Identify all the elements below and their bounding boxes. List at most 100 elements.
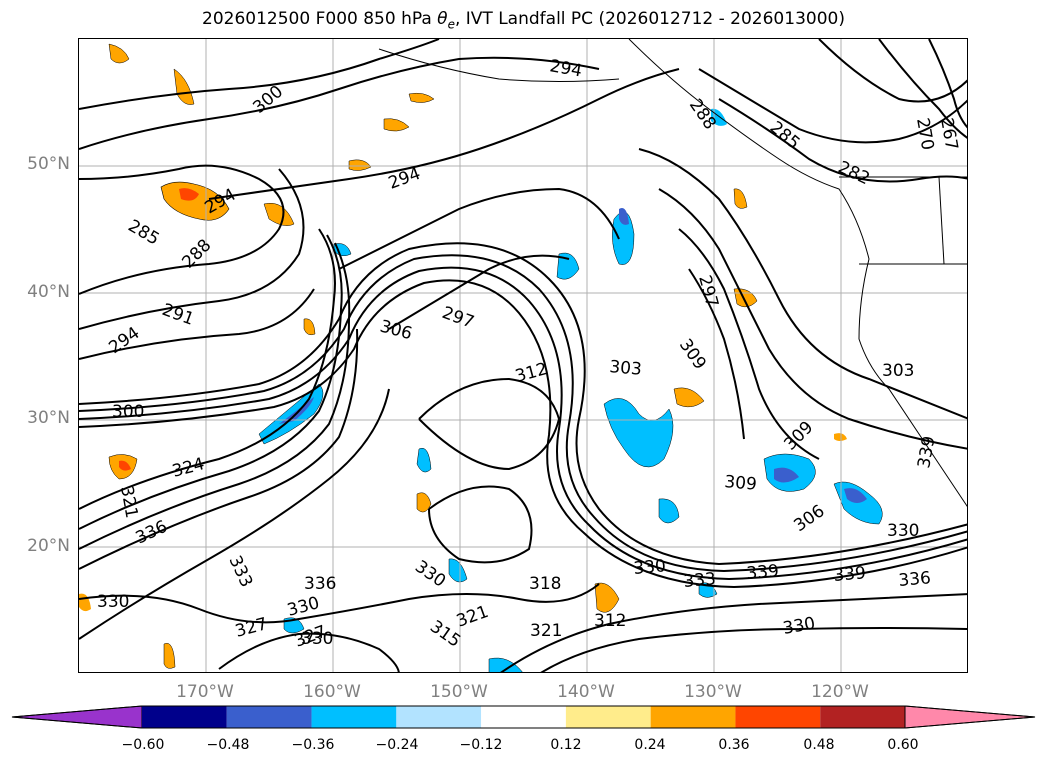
lat-label-50n: 50°N [27,154,70,174]
colorbar-segment [142,706,227,728]
contour-label: 294 [386,164,423,194]
contour-line [928,39,967,129]
colorbar-tick-label: −0.48 [206,737,250,753]
contour-label: 309 [675,335,710,373]
contour-line [338,187,620,270]
contour-label: 330 [411,557,449,592]
colorbar-extend-min [11,705,143,729]
contour-label: 309 [780,417,817,454]
colorbar-tick-label: 0.48 [803,737,835,753]
negative-patch [279,397,314,424]
contour-line [688,268,745,440]
colorbar-segments [11,705,1036,729]
colorbar-extend-max [904,705,1036,729]
negative-patch [416,447,432,473]
negative-patch [488,657,523,672]
colorbar-tick-label: −0.12 [459,737,503,753]
contour-line [79,228,336,510]
contour-label: 321 [530,621,562,641]
contour-line [79,266,967,581]
colorbar-segment [565,706,651,728]
contour-label: 288 [685,95,720,133]
contour-line [79,56,600,150]
lon-label-120w: 120°W [811,682,869,702]
map-canvas: 294 288 285 282 270 267 300 294 294 285 … [79,39,967,672]
contour-label: 318 [529,574,561,594]
contour-label: 321 [116,484,141,519]
contour-label: 303 [882,361,914,381]
lon-label-140w: 140°W [557,682,615,702]
lon-label-160w: 160°W [303,682,361,702]
negative-patch [844,488,867,503]
coastlines [378,39,967,507]
title-theta: θ [437,9,448,29]
positive-patch [108,43,130,64]
contour-label: 336 [898,568,932,591]
contour-label: 330 [301,629,333,649]
contour-label: 330 [633,556,667,579]
contour-line [698,68,967,144]
contour-label: 309 [724,472,758,495]
positive-patch [348,159,372,171]
title-suffix: , IVT Landfall PC (2026012712 - 20260130… [454,9,845,29]
contour-label: 270 [912,116,937,151]
lon-label-170w: 170°W [176,682,234,702]
contour-label: 339 [914,434,939,469]
contour-label: 321 [454,602,491,632]
positive-patch [673,387,705,408]
coastline [938,176,945,265]
contour-line [678,228,820,460]
contour-label: 294 [105,323,143,358]
contour-label: 306 [378,317,415,345]
map-title: 2026012500 F000 850 hPa θe, IVT Landfall… [0,9,1047,31]
contour-label: 333 [683,569,717,592]
contour-line [208,68,680,200]
contour-line [79,234,343,530]
colorbar [11,705,1036,729]
contour-label: 330 [887,521,919,541]
positive-patch [160,181,230,221]
contour-line [79,168,305,330]
colorbar-tick-label: 0.12 [550,737,582,753]
contour-label: 303 [609,357,643,380]
colorbar-tick-label: −0.60 [121,737,165,753]
lon-label-130w: 130°W [684,682,742,702]
colorbar-tick-label: 0.36 [718,737,750,753]
contour-line [79,242,351,550]
lat-label-40n: 40°N [27,282,70,302]
lon-label-150w: 150°W [430,682,488,702]
positive-patch [594,582,620,613]
negative-patch [774,467,799,483]
contour-line [218,632,400,672]
theta-e-contours [79,39,967,672]
lat-label-20n: 20°N [27,536,70,556]
contour-label: 330 [781,614,816,639]
positive-patch [119,460,131,471]
contour-label: 306 [790,501,828,536]
negative-patch [619,208,629,225]
positive-patch [179,188,199,201]
title-prefix: 2026012500 F000 850 hPa [202,9,438,29]
contour-label: 285 [766,118,804,154]
contour-line [79,164,285,295]
contour-line [418,377,561,471]
positive-patch [79,593,91,612]
contour-label: 267 [936,116,961,151]
colorbar-segment [820,706,905,728]
contour-line [878,39,967,139]
positive-patch [173,68,195,105]
contour-line [658,188,967,450]
colorbar-tick-label: 0.60 [887,737,919,753]
contour-line [818,39,967,103]
colorbar-segment [311,706,397,728]
contour-line [79,583,600,624]
ivt-fill-patches [79,43,883,672]
positive-patch [263,202,295,226]
colorbar-segment [481,706,566,728]
contour-label: 312 [513,359,550,387]
contour-label: 312 [594,611,626,631]
contour-label: 300 [112,402,144,422]
positive-patch [408,92,435,103]
contour-label: 339 [833,563,867,586]
contour-label: 294 [548,56,583,81]
